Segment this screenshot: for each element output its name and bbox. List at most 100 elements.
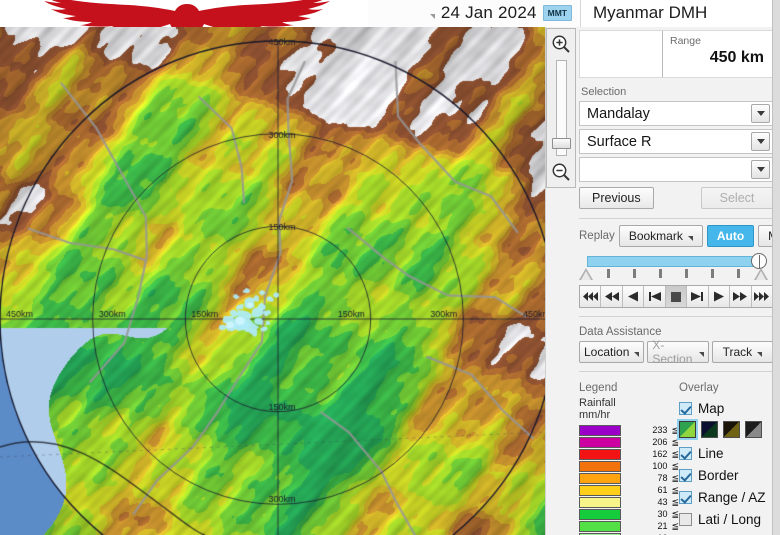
map-style-terrain[interactable] bbox=[677, 419, 698, 440]
panel-scrollbar[interactable] bbox=[772, 27, 780, 535]
forward-all-icon bbox=[753, 292, 769, 301]
site-select-value: Mandalay bbox=[587, 105, 650, 122]
play-reverse-button[interactable] bbox=[622, 286, 645, 307]
overlay-section: Overlay Map Line Border Range / AZ Lati / L… bbox=[677, 382, 773, 535]
timeline-tick bbox=[711, 269, 714, 278]
rewind-button[interactable] bbox=[601, 286, 623, 307]
bookmark-label: Bookmark bbox=[628, 229, 683, 243]
map-style-olive[interactable] bbox=[723, 421, 740, 438]
track-button[interactable]: Track bbox=[711, 341, 773, 363]
legend-operator: ≦ bbox=[671, 533, 679, 535]
legend-overlay-wrapper: Legend Rainfall mm/hr 233 ≦ 206 ≦ 162 ≦ 100 ≦ 78… bbox=[579, 382, 773, 535]
selection-label: Selection bbox=[581, 86, 627, 98]
legend-operator: ≦ bbox=[671, 484, 679, 495]
checkbox-lati-long[interactable] bbox=[679, 512, 692, 526]
replay-slider-handle[interactable] bbox=[751, 253, 767, 269]
fast-forward-button[interactable] bbox=[730, 286, 752, 307]
legend-operator: ≦ bbox=[671, 508, 679, 519]
timezone-badge[interactable]: MMT bbox=[542, 4, 572, 22]
caret-down-icon[interactable] bbox=[429, 13, 435, 19]
overlay-item-marker[interactable]: Marker bbox=[679, 530, 773, 535]
chevron-down-icon[interactable] bbox=[751, 132, 770, 151]
radar-map-view[interactable] bbox=[0, 27, 545, 535]
overlay-item-line[interactable]: Line bbox=[679, 442, 773, 464]
map-style-gray[interactable] bbox=[745, 421, 762, 438]
checkbox-range-az[interactable] bbox=[679, 490, 692, 504]
timeline-end-marker[interactable] bbox=[754, 268, 768, 280]
magnify-plus-icon[interactable] bbox=[548, 31, 574, 57]
caret-down-icon bbox=[698, 352, 704, 357]
overlay-item-label: Lati / Long bbox=[698, 511, 762, 527]
legend-operator: ≦ bbox=[671, 424, 679, 435]
replay-timeline-slider[interactable] bbox=[579, 253, 773, 282]
chevron-down-icon[interactable] bbox=[751, 104, 770, 123]
checkbox-border[interactable] bbox=[679, 468, 692, 482]
control-panel: Range 450 km Selection Mandalay Surface … bbox=[545, 27, 780, 535]
chevron-down-icon[interactable] bbox=[751, 160, 770, 179]
legend-operator: ≦ bbox=[671, 448, 679, 459]
overlay-item-border[interactable]: Border bbox=[679, 464, 773, 486]
overlay-item-range-az[interactable]: Range / AZ bbox=[679, 486, 773, 508]
legend-value: 30 bbox=[657, 509, 668, 519]
caret-down-icon bbox=[634, 352, 640, 357]
legend-swatch bbox=[579, 484, 621, 496]
magnify-minus-icon[interactable] bbox=[548, 159, 574, 185]
replay-progress-bar[interactable] bbox=[587, 256, 757, 267]
map-zoom-control[interactable] bbox=[546, 28, 576, 188]
location-button[interactable]: Location bbox=[579, 341, 645, 363]
play-button[interactable] bbox=[708, 286, 731, 307]
page-title: Myanmar DMH bbox=[593, 3, 708, 22]
map-style-night[interactable] bbox=[701, 421, 718, 438]
step-forward-icon bbox=[691, 292, 704, 301]
legend-row: 78 ≦ bbox=[579, 472, 679, 484]
timeline-start-marker[interactable] bbox=[579, 268, 593, 280]
legend-swatch bbox=[579, 532, 621, 535]
radar-map-canvas[interactable] bbox=[0, 27, 545, 535]
legend-swatch bbox=[579, 520, 621, 532]
zoom-slider-track[interactable] bbox=[551, 60, 571, 156]
divider bbox=[579, 371, 773, 372]
track-label: Track bbox=[722, 345, 753, 359]
rewind-to-start-button[interactable] bbox=[580, 286, 602, 307]
step-forward-button[interactable] bbox=[687, 286, 709, 307]
third-select[interactable] bbox=[579, 157, 773, 182]
product-select[interactable]: Surface R bbox=[579, 129, 773, 154]
overlay-item-label: Map bbox=[698, 400, 725, 416]
zoom-slider-handle[interactable] bbox=[551, 138, 571, 149]
legend-swatch bbox=[579, 436, 621, 448]
divider bbox=[579, 316, 773, 317]
legend-swatch bbox=[579, 460, 621, 472]
current-date: 24 Jan 2024 bbox=[440, 3, 537, 22]
legend-row: 206 ≦ bbox=[579, 436, 679, 448]
select-button: Select bbox=[701, 187, 773, 209]
x-section-label: X-Section bbox=[652, 338, 693, 366]
map-style-swatches bbox=[677, 419, 773, 440]
legend-value: 21 bbox=[657, 521, 668, 531]
previous-button[interactable]: Previous bbox=[579, 187, 654, 209]
legend-value: 100 bbox=[652, 461, 668, 471]
date-display-zone[interactable]: 24 Jan 2024 MMT bbox=[368, 0, 580, 27]
forward-to-end-button[interactable] bbox=[751, 286, 772, 307]
legend-value: 233 bbox=[652, 425, 668, 435]
x-section-button[interactable]: X-Section bbox=[647, 338, 709, 366]
timeline-tick bbox=[659, 269, 662, 278]
legend-value: 78 bbox=[657, 473, 668, 483]
selection-button-row: Previous Select bbox=[579, 187, 773, 209]
bookmark-button[interactable]: Bookmark bbox=[618, 225, 703, 247]
overlay-item-map[interactable]: Map bbox=[679, 397, 773, 419]
overlay-item-lati-long[interactable]: Lati / Long bbox=[679, 508, 773, 530]
step-back-button[interactable] bbox=[644, 286, 666, 307]
site-select[interactable]: Mandalay bbox=[579, 101, 773, 126]
stop-button[interactable] bbox=[665, 286, 688, 307]
topbar-scrollbar[interactable] bbox=[772, 0, 780, 27]
step-back-icon bbox=[648, 292, 661, 301]
legend-operator: ≦ bbox=[671, 520, 679, 531]
playback-controls bbox=[579, 285, 773, 308]
location-label: Location bbox=[584, 345, 630, 359]
auto-mode-button[interactable]: Auto bbox=[706, 225, 755, 247]
legend-unit-line2: mm/hr bbox=[579, 409, 611, 421]
checkbox-line[interactable] bbox=[679, 446, 692, 460]
legend-swatch bbox=[579, 424, 621, 436]
legend-row: 30 ≦ bbox=[579, 508, 679, 520]
checkbox-map[interactable] bbox=[679, 401, 692, 415]
